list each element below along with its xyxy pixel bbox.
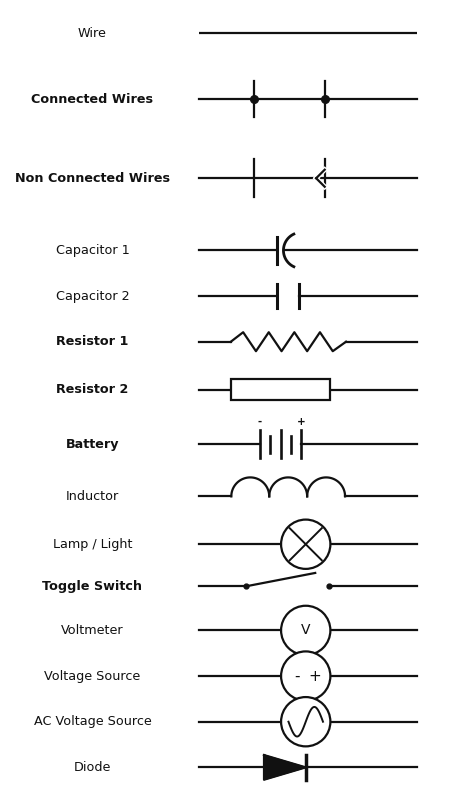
Text: Inductor: Inductor [66,490,119,503]
Text: -: - [258,417,262,427]
Text: Resistor 1: Resistor 1 [56,335,128,348]
Text: V: V [301,623,310,637]
Text: Diode: Diode [74,761,111,774]
Text: Toggle Switch: Toggle Switch [43,580,142,593]
Text: +: + [297,417,306,427]
Ellipse shape [281,606,330,655]
Text: +: + [308,668,320,683]
Text: Capacitor 2: Capacitor 2 [55,289,129,303]
Text: Resistor 2: Resistor 2 [56,383,128,396]
Ellipse shape [281,697,330,746]
Text: Voltage Source: Voltage Source [44,670,141,682]
Text: Non Connected Wires: Non Connected Wires [15,172,170,184]
Polygon shape [264,755,306,779]
Text: Capacitor 1: Capacitor 1 [55,244,129,257]
Ellipse shape [281,519,330,569]
Text: -: - [294,668,300,683]
Text: Lamp / Light: Lamp / Light [53,537,132,551]
Text: Connected Wires: Connected Wires [31,93,154,106]
Bar [231,379,330,400]
Text: AC Voltage Source: AC Voltage Source [34,716,151,728]
Text: Wire: Wire [78,27,107,39]
Text: Battery: Battery [66,437,119,451]
Ellipse shape [281,652,330,701]
Text: Voltmeter: Voltmeter [61,624,124,637]
